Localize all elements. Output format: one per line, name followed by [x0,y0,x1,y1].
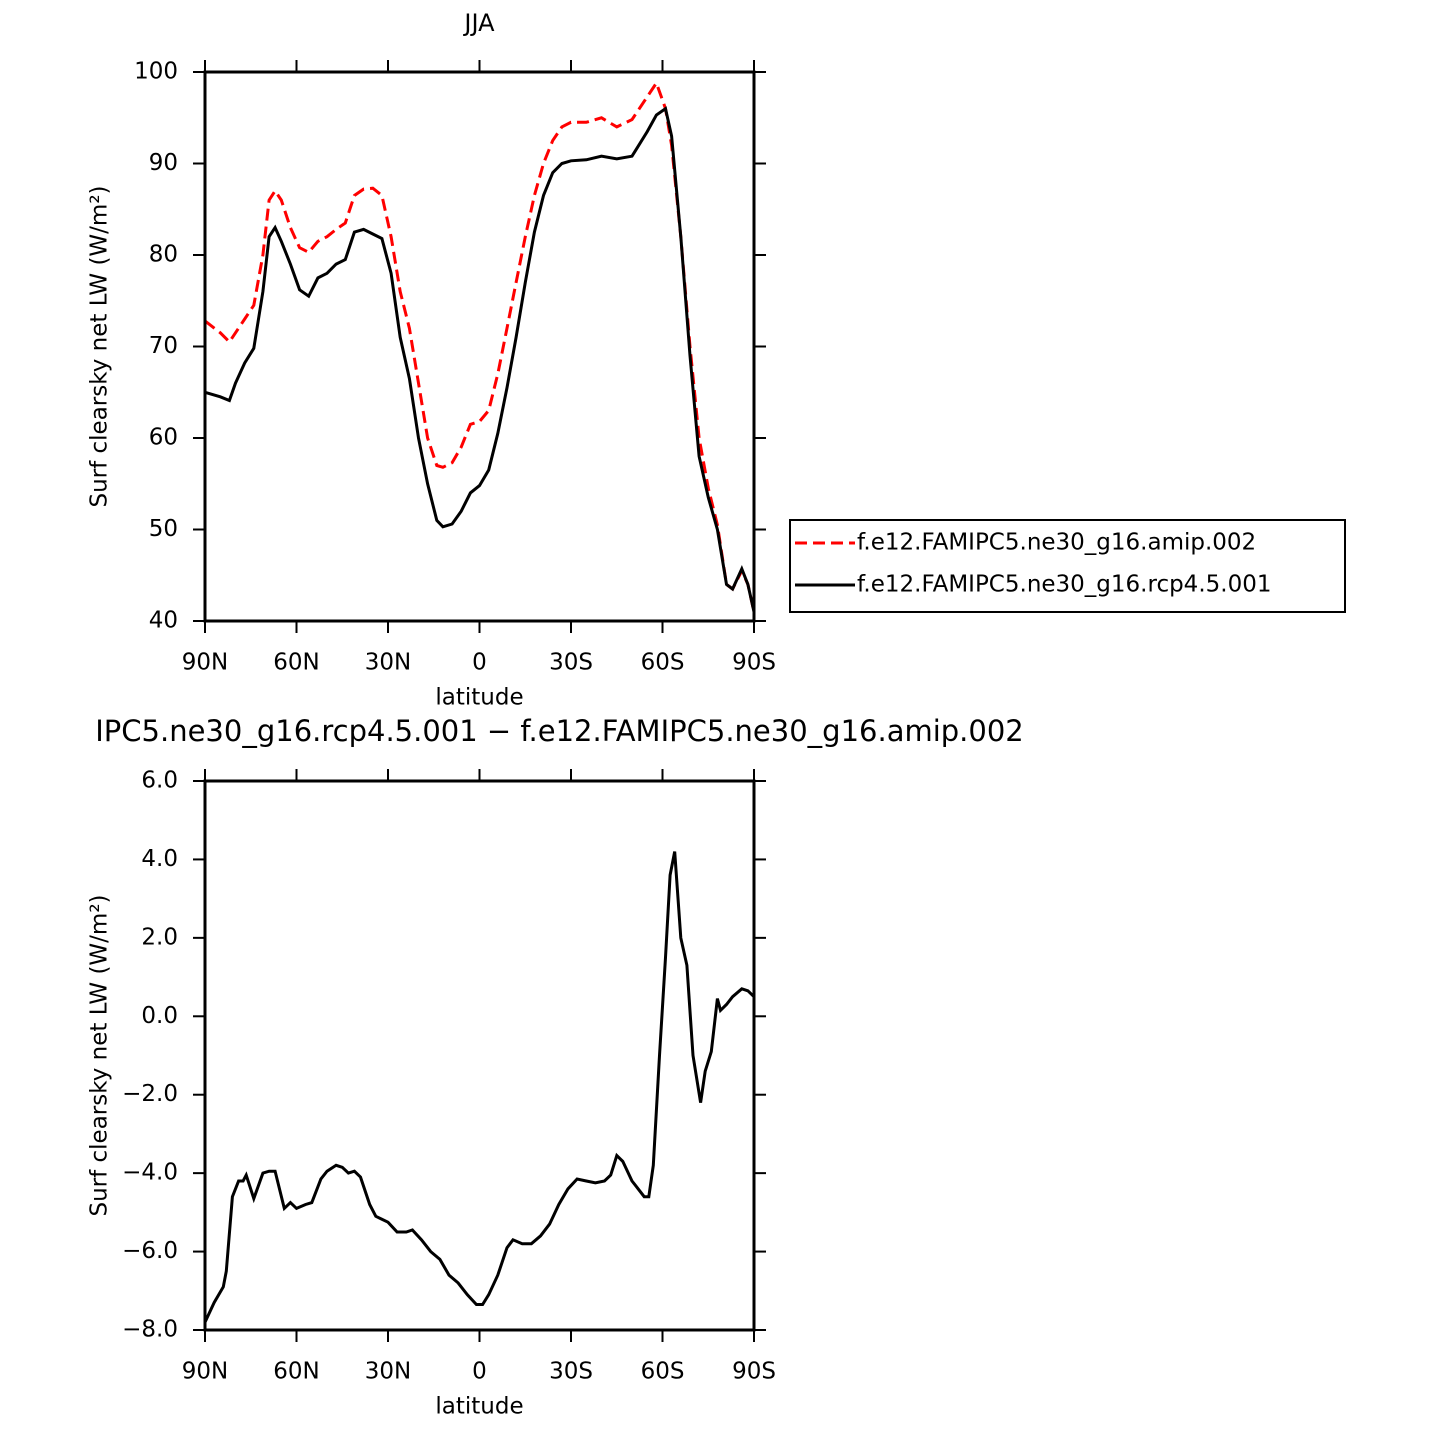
x-tick-label: 30N [365,1359,411,1385]
y-tick-label: 4.0 [141,846,178,872]
x-axis-label: latitude [435,685,523,711]
x-axis-label: latitude [435,1394,523,1420]
x-tick-label: 90S [732,650,776,676]
x-tick-label: 60N [273,650,319,676]
x-tick-label: 90N [182,650,228,676]
y-tick-label: −4.0 [122,1160,178,1186]
plot-frame [203,70,756,623]
legend-label: f.e12.FAMIPC5.ne30_g16.rcp4.5.001 [857,572,1271,598]
y-tick-label: 70 [149,333,178,359]
y-tick-label: 80 [149,242,178,268]
y-tick-label: 50 [149,516,178,542]
x-tick-label: 60S [641,650,685,676]
x-tick-label: 0 [472,650,487,676]
y-tick-label: 0.0 [141,1003,178,1029]
y-tick-label: −8.0 [122,1317,178,1343]
chart-title: IPC5.ne30_g16.rcp4.5.001 − f.e12.FAMIPC5… [95,714,1024,748]
y-tick-label: −6.0 [122,1238,178,1264]
data-line [204,79,756,613]
x-tick-label: 30N [365,650,411,676]
data-line [204,106,756,613]
x-tick-label: 30S [549,1359,593,1385]
x-tick-label: 60S [641,1359,685,1385]
y-tick-label: 90 [149,150,178,176]
y-tick-label: 40 [149,608,178,634]
y-tick-label: −2.0 [122,1081,178,1107]
y-tick-label: 60 [149,425,178,451]
plot-frame [203,779,756,1332]
y-axis-label: Surf clearsky net LW (W/m²) [87,894,113,1216]
y-tick-label: 6.0 [141,768,178,794]
legend-label: f.e12.FAMIPC5.ne30_g16.amip.002 [857,530,1256,556]
legend-box [789,519,1346,613]
y-tick-label: 2.0 [141,924,178,950]
data-line [203,851,756,1323]
x-tick-label: 0 [472,1359,487,1385]
x-tick-label: 30S [549,650,593,676]
y-tick-label: 100 [134,59,178,85]
x-tick-label: 90S [732,1359,776,1385]
x-tick-label: 90N [182,1359,228,1385]
y-axis-label: Surf clearsky net LW (W/m²) [87,185,113,507]
chart-title: JJA [462,9,495,37]
x-tick-label: 60N [273,1359,319,1385]
